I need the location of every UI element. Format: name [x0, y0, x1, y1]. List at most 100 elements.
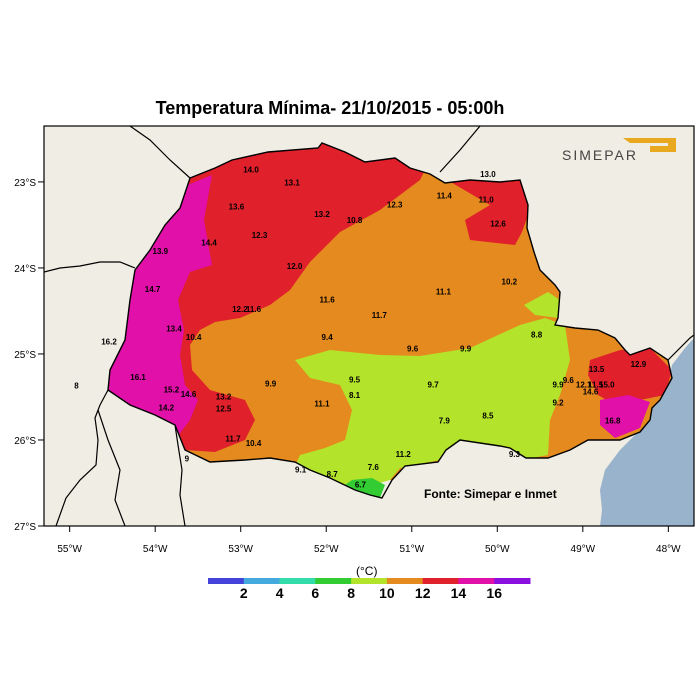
station-value: 15.0 — [599, 381, 615, 390]
colorbar-segment — [315, 578, 352, 584]
zone-14-northeast — [430, 170, 530, 245]
station-value: 14.7 — [145, 285, 161, 294]
station-value: 11.6 — [320, 295, 336, 304]
zone-10 — [295, 318, 570, 490]
station-value: 7.6 — [368, 463, 380, 472]
station-value: 9.9 — [460, 344, 472, 353]
station-value: 11.5 — [588, 381, 604, 390]
colorbar-segment — [279, 578, 316, 584]
station-value: 14.0 — [243, 166, 259, 175]
colorbar-segment — [458, 578, 495, 584]
logo-text: SIMEPAR — [562, 147, 638, 163]
station-value: 11.7 — [372, 311, 388, 320]
station-value: 11.6 — [246, 305, 262, 314]
station-value: 10.4 — [246, 439, 262, 448]
station-value: 9.5 — [349, 375, 361, 384]
logo-mark-icon — [623, 138, 676, 152]
lat-tick-label: 26°S — [14, 436, 36, 447]
lon-tick-label: 51°W — [399, 544, 424, 555]
colorbar-label: 12 — [415, 585, 431, 601]
lat-tick-label: 27°S — [14, 522, 36, 533]
station-value: 13.2 — [314, 210, 330, 219]
station-values: 14.0 13.1 13.6 13.2 12.3 10.8 11.4 11.0 13.0 12.6… — [74, 166, 646, 490]
colorbar-segment — [422, 578, 459, 584]
station-value: 16.1 — [130, 373, 146, 382]
station-value: 8 — [74, 381, 79, 390]
station-value: 16.8 — [605, 417, 621, 426]
station-value: 11.0 — [479, 196, 495, 205]
station-value: 9.7 — [428, 381, 440, 390]
station-value: 11.2 — [396, 450, 412, 459]
station-value: 9.9 — [552, 381, 564, 390]
station-value: 9 — [185, 455, 190, 464]
colorbar-label: 10 — [379, 585, 395, 601]
station-value: 13.2 — [216, 393, 232, 402]
station-value: 9.6 — [563, 376, 575, 385]
station-value: 8.7 — [327, 470, 339, 479]
station-value: 9.2 — [552, 399, 564, 408]
station-value: 15.2 — [164, 386, 180, 395]
station-value: 12.1 — [576, 381, 592, 390]
station-value: 16.2 — [101, 338, 117, 347]
lon-tick-label: 49°W — [571, 544, 596, 555]
station-value: 12.3 — [252, 231, 268, 240]
colorbar: (°C) 2 4 6 8 10 12 14 16 — [208, 564, 531, 601]
station-value: 9.1 — [295, 466, 307, 475]
station-value: 7.9 — [439, 417, 451, 426]
station-value: 13.5 — [589, 365, 605, 374]
zone-16-coast — [600, 395, 650, 438]
station-value: 9.3 — [509, 450, 521, 459]
station-value: 12.9 — [631, 360, 647, 369]
colorbar-label: 2 — [240, 585, 248, 601]
lon-tick-label: 48°W — [656, 544, 681, 555]
station-value: 10.8 — [347, 216, 363, 225]
station-value: 12.2 — [232, 305, 248, 314]
station-value: 8.1 — [349, 391, 361, 400]
lon-tick-label: 52°W — [314, 544, 339, 555]
station-value: 10.2 — [502, 277, 518, 286]
lon-tick-label: 54°W — [143, 544, 168, 555]
latitude-axis: 23°S 24°S 25°S 26°S 27°S — [14, 178, 44, 533]
colorbar-segment — [351, 578, 388, 584]
station-value: 11.1 — [314, 399, 330, 408]
state-outline — [107, 142, 673, 499]
colorbar-segment — [243, 578, 281, 584]
station-value: 11.7 — [225, 435, 241, 444]
station-value: 9.4 — [322, 333, 334, 342]
zone-14-coast — [588, 348, 672, 405]
station-value: 14.6 — [583, 387, 599, 396]
lon-tick-label: 50°W — [485, 544, 510, 555]
station-value: 14.2 — [159, 404, 175, 413]
station-value: 12.6 — [490, 220, 506, 229]
source-note: Fonte: Simepar e Inmet — [424, 487, 557, 501]
lon-tick-label: 55°W — [57, 544, 82, 555]
colorbar-unit: (°C) — [356, 564, 377, 578]
lat-tick-label: 23°S — [14, 178, 36, 189]
simepar-logo: SIMEPAR — [562, 138, 676, 163]
colorbar-label: 14 — [451, 585, 467, 601]
zone-14 — [150, 143, 440, 452]
colorbar-label: 8 — [347, 585, 355, 601]
lon-tick-label: 53°W — [228, 544, 253, 555]
station-value: 12.0 — [287, 262, 303, 271]
station-value: 10.4 — [186, 333, 202, 342]
map-frame — [43, 125, 695, 527]
station-value: 13.4 — [166, 325, 182, 334]
station-value: 13.9 — [153, 247, 169, 256]
colorbar-segment — [386, 578, 424, 584]
country-borders — [44, 126, 694, 526]
colorbar-label: 16 — [486, 585, 502, 601]
station-value: 6.7 — [355, 480, 367, 489]
colorbar-segment — [494, 578, 531, 584]
zone-10-east — [524, 292, 560, 318]
station-value: 8.8 — [531, 331, 543, 340]
station-value: 13.1 — [284, 178, 300, 187]
station-value: 13.0 — [480, 170, 496, 179]
station-value: 11.1 — [436, 288, 452, 297]
station-value: 9.9 — [265, 380, 277, 389]
colorbar-label: 6 — [311, 585, 319, 601]
colorbar-segment — [208, 578, 245, 584]
station-value: 11.4 — [437, 191, 453, 200]
station-value: 12.5 — [216, 405, 232, 414]
